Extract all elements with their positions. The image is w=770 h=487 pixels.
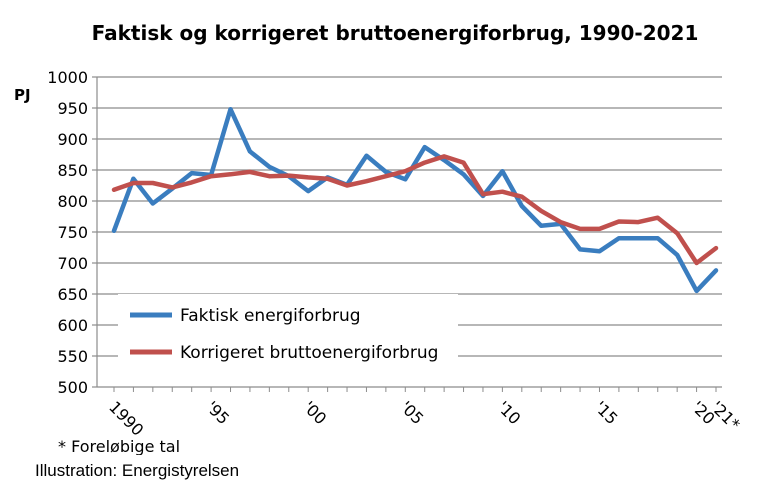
y-tick-label: 800: [57, 192, 88, 211]
y-tick-label: 850: [57, 161, 88, 180]
y-tick-label: 500: [57, 378, 88, 397]
y-axis-label: PJ: [14, 86, 31, 104]
x-tick-label: '15: [591, 397, 622, 428]
x-tick-label: '10: [494, 397, 525, 428]
y-tick-label: 650: [57, 285, 88, 304]
legend-label-korrigeret: Korrigeret bruttoenergiforbrug: [180, 343, 438, 363]
y-tick-labels: 500 550 600 650 700 750 800 850 900 950 1000: [47, 68, 88, 397]
y-tick-label: 550: [57, 347, 88, 366]
x-tick-label: '00: [299, 397, 330, 428]
image-credit: Illustration: Energistyrelsen: [35, 461, 240, 480]
legend: Faktisk energiforbrug Korrigeret bruttoe…: [118, 294, 458, 370]
y-tick-label: 900: [57, 130, 88, 149]
y-tick-label: 950: [57, 99, 88, 118]
x-tick-label: 1990: [105, 397, 147, 439]
chart: Faktisk og korrigeret bruttoenergiforbru…: [14, 21, 744, 455]
y-tick-label: 600: [57, 316, 88, 335]
x-tick-label: '21*: [707, 397, 744, 434]
x-tick-label: '95: [202, 397, 233, 428]
x-tick-label: '05: [396, 397, 427, 428]
y-tick-label: 1000: [47, 68, 88, 87]
series-line-0: [111, 106, 719, 294]
y-tick-label: 750: [57, 223, 88, 242]
series-lines: [111, 106, 719, 294]
legend-label-faktisk: Faktisk energiforbrug: [180, 306, 361, 326]
series-line-1: [111, 154, 719, 266]
chart-title: Faktisk og korrigeret bruttoenergiforbru…: [92, 21, 699, 45]
legend-background: [118, 294, 458, 370]
x-tick-labels: 1990'95'00'05'10'15'20'21*: [105, 387, 744, 440]
y-tick-label: 700: [57, 254, 88, 273]
footnote: * Foreløbige tal: [58, 437, 180, 455]
